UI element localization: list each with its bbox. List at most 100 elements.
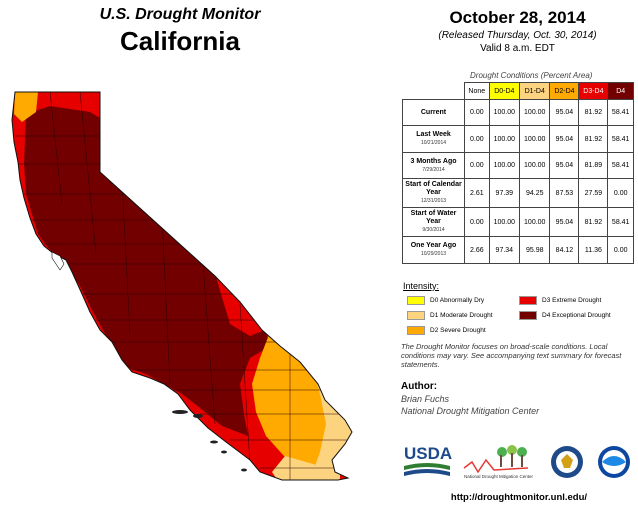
table-row: Last Week 10/21/2014 0.00 100.00 100.00 9… <box>402 125 634 153</box>
legend: D0 Abnormally Dry D1 Moderate Drought D2… <box>403 296 635 336</box>
d1-moderate-south-area <box>272 456 340 480</box>
drought-conditions-table: None D0-D4 D1-D4 D2-D4 D3-D4 D4 Current … <box>402 82 634 264</box>
table-cell: 27.59 <box>578 178 609 208</box>
ndmc-text: National Drought Mitigation Center <box>464 474 534 479</box>
table-cell: 81.92 <box>578 125 609 153</box>
row-sublabel: 12/31/2013 <box>420 198 447 204</box>
map-title-block: U.S. Drought Monitor California <box>80 6 280 57</box>
table-cell: 95.04 <box>549 99 580 126</box>
row-label-text: Current <box>420 108 447 116</box>
california-map-svg <box>11 91 353 481</box>
ndmc-logo: National Drought Mitigation Center <box>463 445 534 479</box>
table-row: Current 0.00 100.00 100.00 95.04 81.92 5… <box>402 99 634 126</box>
table-cell: 87.53 <box>549 178 580 208</box>
table-header-row: None D0-D4 D1-D4 D2-D4 D3-D4 D4 <box>402 82 634 100</box>
table-cell: 100.00 <box>488 99 521 126</box>
legend-title: Intensity: <box>403 281 440 291</box>
table-row: 3 Months Ago 7/29/2014 0.00 100.00 100.00… <box>402 152 634 179</box>
legend-label: D2 Severe Drought <box>430 327 486 334</box>
drought-map <box>0 84 400 504</box>
table-cell: 100.00 <box>519 125 551 153</box>
disclaimer-note: The Drought Monitor focuses on broad-sca… <box>401 342 622 369</box>
table-cell: 100.00 <box>488 152 521 179</box>
table-cell: 97.39 <box>488 178 521 208</box>
table-cell: 81.92 <box>578 207 609 237</box>
legend-swatch <box>407 311 425 320</box>
row-label: Start of Calendar Year 12/31/2013 <box>402 178 465 208</box>
table-caption: Drought Conditions (Percent Area) <box>470 71 593 80</box>
author-label: Author: <box>401 381 438 392</box>
table-cell: 95.04 <box>549 125 580 153</box>
col-d4: D4 <box>607 82 634 100</box>
table-cell: 0.00 <box>607 178 634 208</box>
table-cell: 95.98 <box>519 236 551 264</box>
table-corner-cell <box>402 82 465 100</box>
table-cell: 97.34 <box>488 236 521 264</box>
row-label-text: 3 Months Ago <box>410 157 457 165</box>
row-label: Last Week 10/21/2014 <box>402 125 465 153</box>
table-cell: 100.00 <box>488 207 521 237</box>
table-cell: 58.41 <box>607 152 634 179</box>
d4-exceptional-area <box>24 106 270 436</box>
legend-swatch <box>519 296 537 305</box>
table-cell: 95.04 <box>549 207 580 237</box>
row-sublabel: 10/21/2014 <box>420 140 447 146</box>
row-label-text: Start of Water Year <box>410 210 457 225</box>
state-title: California <box>120 26 240 56</box>
d2-severe-area <box>252 332 332 468</box>
table-cell: 81.89 <box>578 152 609 179</box>
legend-label: D1 Moderate Drought <box>430 312 493 319</box>
row-label-text: Last Week <box>416 131 451 138</box>
table-cell: 0.00 <box>464 207 490 237</box>
table-cell: 0.00 <box>464 99 490 126</box>
sf-bay <box>51 251 65 271</box>
row-sublabel: 10/29/2013 <box>420 251 447 257</box>
legend-label: D3 Extreme Drought <box>542 297 602 304</box>
table-cell: 2.66 <box>464 236 490 264</box>
partner-logos: USDA National Drought Mitigation Center <box>402 440 636 486</box>
table-cell: 94.25 <box>519 178 551 208</box>
table-cell: 100.00 <box>519 99 551 126</box>
table-cell: 0.00 <box>464 152 490 179</box>
legend-item-d4: D4 Exceptional Drought <box>519 311 611 320</box>
legend-swatch <box>519 311 537 320</box>
table-cell: 11.36 <box>578 236 609 264</box>
row-label-text: One Year Ago <box>410 242 457 249</box>
table-cell: 0.00 <box>607 236 634 264</box>
table-cell: 58.41 <box>607 99 634 126</box>
table-cell: 0.00 <box>464 125 490 153</box>
row-label: Start of Water Year 9/30/2014 <box>402 207 465 237</box>
table-cell: 2.61 <box>464 178 490 208</box>
col-d0-d4: D0-D4 <box>488 82 521 100</box>
col-d1-d4: D1-D4 <box>519 82 551 100</box>
logos-svg: USDA National Drought Mitigation Center <box>404 444 630 479</box>
usda-text: USDA <box>404 444 452 463</box>
monitor-title: U.S. Drought Monitor <box>99 6 261 23</box>
table-cell: 100.00 <box>519 152 551 179</box>
release-date: (Released Thursday, Oct. 30, 2014) <box>438 30 597 41</box>
table-cell: 84.12 <box>549 236 580 264</box>
legend-swatch <box>407 326 425 335</box>
row-sublabel: 9/30/2014 <box>422 227 445 233</box>
legend-item-d3: D3 Extreme Drought <box>519 296 601 305</box>
row-label: 3 Months Ago 7/29/2014 <box>402 152 465 179</box>
table-cell: 58.41 <box>607 207 634 237</box>
table-cell: 95.04 <box>549 152 580 179</box>
legend-item-d0: D0 Abnormally Dry <box>407 296 484 305</box>
table-cell: 81.92 <box>578 99 609 126</box>
legend-item-d2: D2 Severe Drought <box>407 326 486 335</box>
map-date: October 28, 2014 <box>449 8 586 27</box>
california-outline <box>11 91 353 481</box>
author-org: National Drought Mitigation Center <box>401 406 540 416</box>
noaa-logo-icon <box>598 446 630 478</box>
col-none: None <box>464 82 490 100</box>
table-row: One Year Ago 10/29/2013 2.66 97.34 95.98 … <box>402 236 634 264</box>
table-cell: 100.00 <box>488 125 521 153</box>
usda-logo: USDA <box>404 444 452 476</box>
row-sublabel: 7/29/2014 <box>422 166 445 173</box>
legend-label: D0 Abnormally Dry <box>430 297 485 304</box>
website-url[interactable]: http://droughtmonitor.unl.edu/ <box>450 492 588 503</box>
table-cell: 100.00 <box>519 207 551 237</box>
valid-time: Valid 8 a.m. EDT <box>480 43 555 54</box>
table-cell: 58.41 <box>607 125 634 153</box>
